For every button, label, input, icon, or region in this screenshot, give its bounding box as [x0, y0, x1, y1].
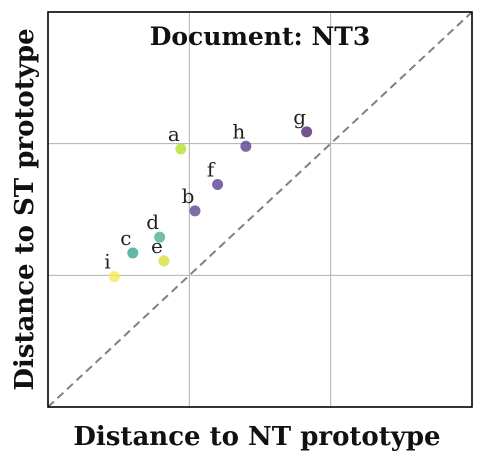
data-point-d	[154, 231, 166, 243]
point-label-d: d	[146, 210, 159, 234]
point-labels: a b cde f g h i	[104, 105, 306, 274]
chart-title: Document: NT3	[150, 22, 371, 51]
diagonal-reference-line	[47, 11, 473, 408]
point-label-c: c	[120, 226, 131, 250]
point-label-h: h	[232, 119, 245, 143]
data-point-i	[108, 271, 120, 283]
point-label-a: a	[168, 122, 180, 146]
point-label-i: i	[104, 250, 110, 274]
y-axis-label: Distance to ST prototype	[10, 28, 40, 390]
data-point-g	[301, 126, 313, 138]
data-point-e	[158, 255, 170, 267]
data-point-h	[240, 140, 252, 152]
point-label-g: g	[293, 105, 306, 129]
data-point-b	[189, 205, 201, 217]
x-axis-label: Distance to NT prototype	[73, 422, 440, 452]
data-point-f	[212, 178, 224, 190]
point-label-b: b	[182, 184, 195, 208]
data-points	[108, 126, 313, 283]
data-point-c	[127, 247, 139, 259]
data-point-a	[175, 143, 187, 155]
point-label-f: f	[207, 157, 216, 181]
plot-frame	[47, 11, 473, 408]
point-label-e: e	[151, 234, 163, 258]
